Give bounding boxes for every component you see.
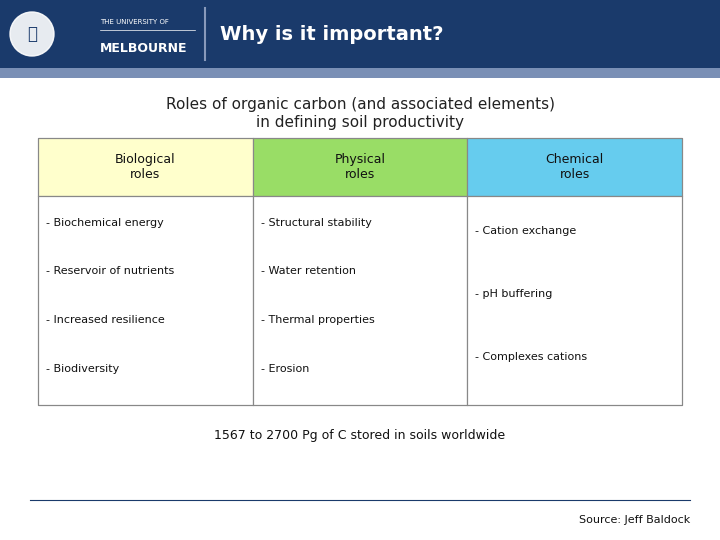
Text: - Reservoir of nutrients: - Reservoir of nutrients <box>46 266 174 276</box>
Text: Biological
roles: Biological roles <box>115 153 176 181</box>
Text: Physical
roles: Physical roles <box>335 153 385 181</box>
Text: - Cation exchange: - Cation exchange <box>475 226 577 236</box>
Circle shape <box>10 12 54 56</box>
Text: - Increased resilience: - Increased resilience <box>46 315 165 325</box>
Bar <box>253 138 467 196</box>
Text: - pH buffering: - pH buffering <box>475 289 553 299</box>
Bar <box>0 68 720 78</box>
Text: - Structural stability: - Structural stability <box>261 218 372 228</box>
Text: Chemical
roles: Chemical roles <box>546 153 604 181</box>
Bar <box>467 196 682 405</box>
Text: 🏛: 🏛 <box>27 25 37 43</box>
Text: THE UNIVERSITY OF: THE UNIVERSITY OF <box>100 19 169 25</box>
Text: Source: Jeff Baldock: Source: Jeff Baldock <box>579 515 690 525</box>
Text: MELBOURNE: MELBOURNE <box>100 42 187 55</box>
Text: - Thermal properties: - Thermal properties <box>261 315 374 325</box>
Text: - Erosion: - Erosion <box>261 363 309 374</box>
Text: Roles of organic carbon (and associated elements): Roles of organic carbon (and associated … <box>166 98 554 112</box>
Bar <box>253 196 467 405</box>
Text: in defining soil productivity: in defining soil productivity <box>256 114 464 130</box>
Bar <box>467 138 682 196</box>
Text: - Water retention: - Water retention <box>261 266 356 276</box>
Bar <box>38 138 682 405</box>
Bar <box>38 138 253 196</box>
Text: - Complexes cations: - Complexes cations <box>475 353 588 362</box>
Bar <box>0 0 720 68</box>
Text: 1567 to 2700 Pg of C stored in soils worldwide: 1567 to 2700 Pg of C stored in soils wor… <box>215 429 505 442</box>
Bar <box>0 0 200 68</box>
Bar <box>38 196 253 405</box>
Text: - Biodiversity: - Biodiversity <box>46 363 120 374</box>
Text: - Biochemical energy: - Biochemical energy <box>46 218 163 228</box>
Text: Why is it important?: Why is it important? <box>220 24 444 44</box>
